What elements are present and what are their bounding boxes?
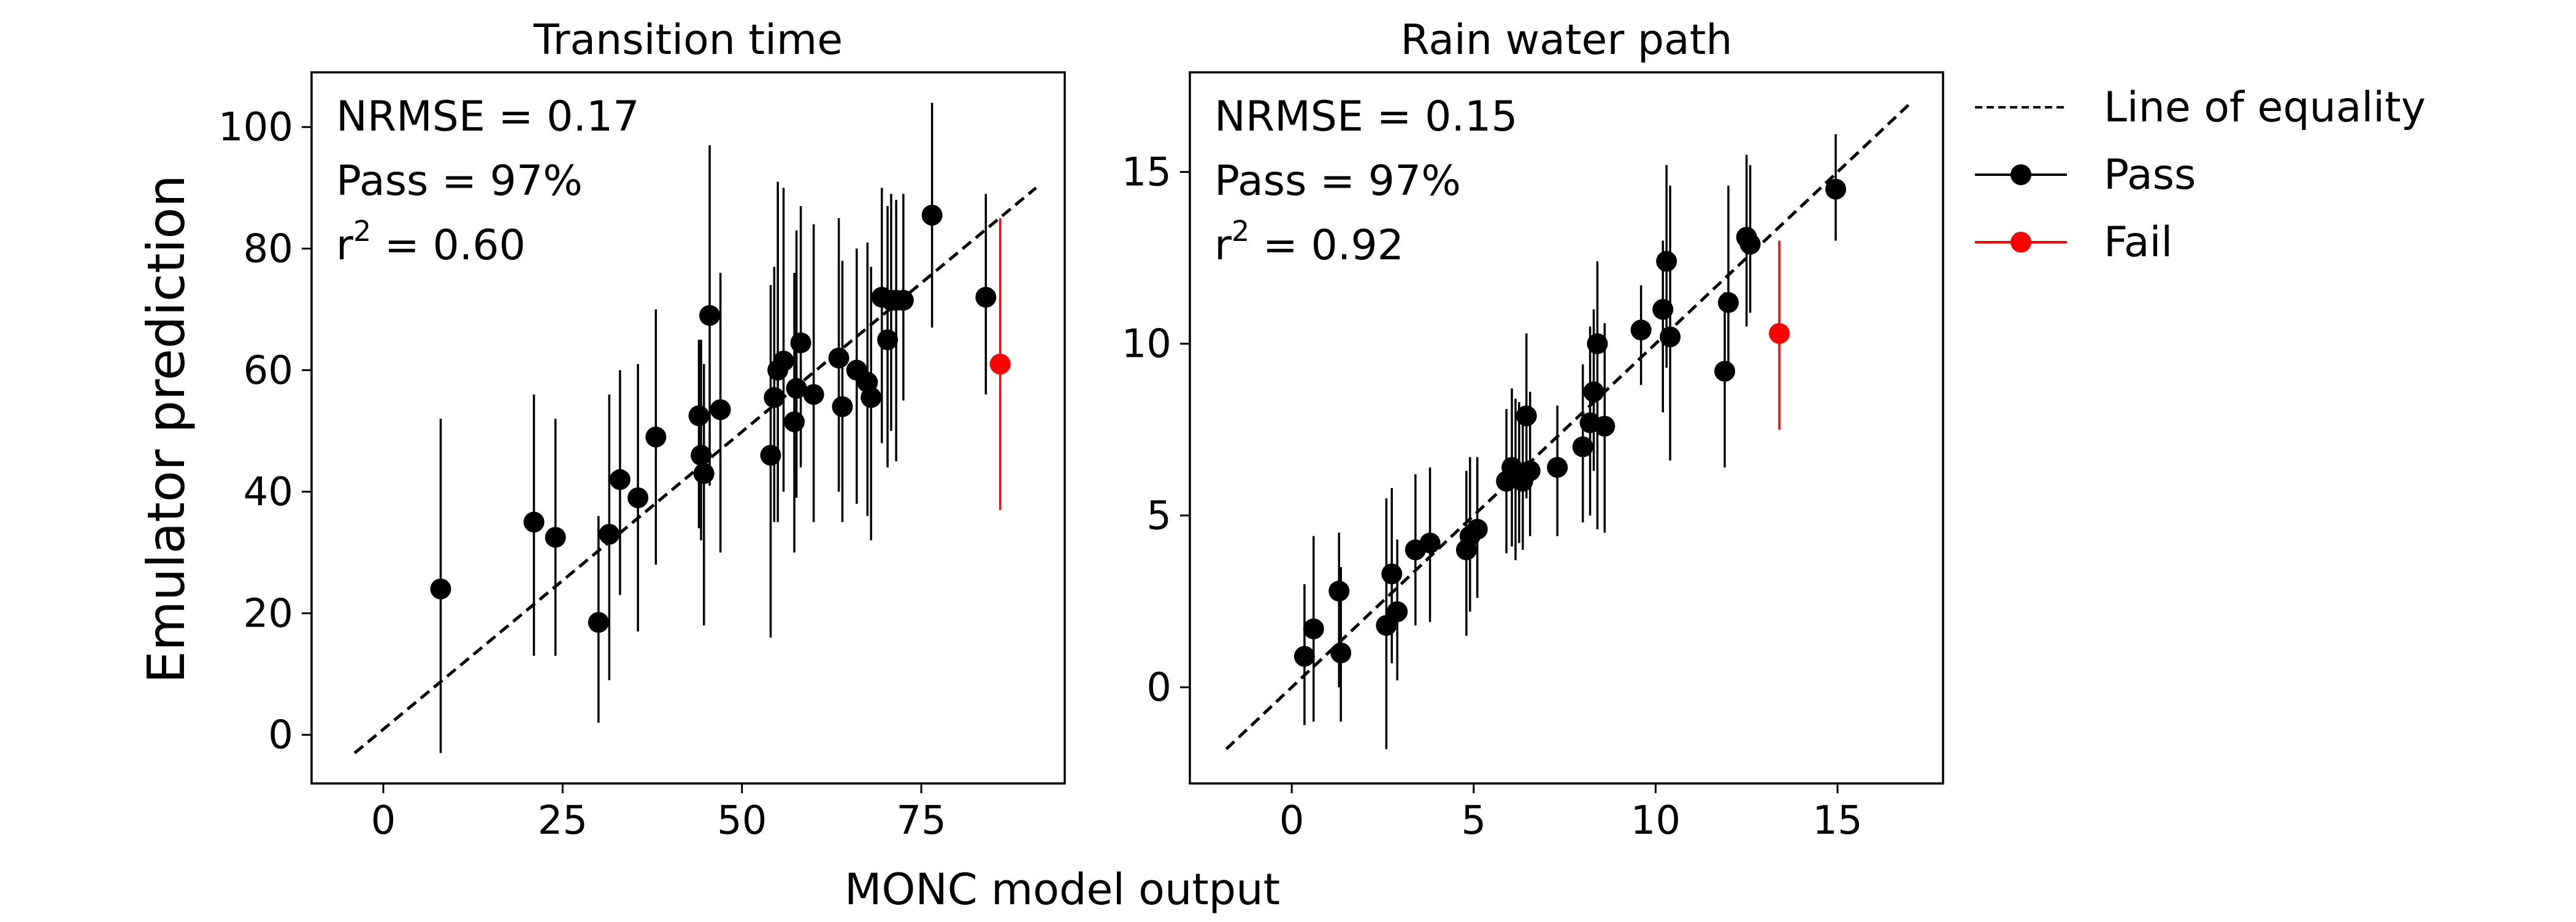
pass-point (599, 524, 620, 545)
pass-point (1594, 416, 1616, 437)
pass-point (861, 387, 882, 408)
x-axis-label: MONC model output (845, 864, 1280, 915)
panel-transition-time: Transition time 0 25 50 75 0 20 40 60 80 100 NRMSE … (218, 16, 1066, 844)
pass-rate-text: Pass = 97% (336, 157, 583, 205)
y-tick-label: 60 (243, 348, 293, 394)
pass-point (1572, 436, 1593, 457)
x-tick-label: 50 (717, 798, 767, 844)
fail-point (1769, 322, 1790, 344)
y-tick-label: 10 (1122, 322, 1171, 367)
pass-point (609, 469, 631, 490)
nrmse-text: NRMSE = 0.17 (336, 93, 640, 141)
pass-point (523, 511, 545, 533)
pass-point (921, 204, 943, 226)
pass-point (1419, 532, 1441, 554)
pass-point (1547, 457, 1568, 478)
pass-point (877, 329, 899, 351)
pass-point (828, 347, 849, 368)
pass-point (1303, 618, 1324, 639)
fail-point (989, 353, 1011, 375)
y-tick-label: 15 (1122, 150, 1171, 196)
pass-point (790, 332, 811, 354)
y-tick-label: 20 (243, 591, 293, 636)
pass-point (688, 405, 710, 427)
pass-point (1583, 381, 1604, 403)
pass-point (1328, 581, 1350, 602)
x-tick-label: 0 (371, 798, 396, 844)
pass-point (1294, 646, 1315, 667)
legend: Line of equality Pass Fail (1975, 83, 2426, 267)
panel-title: Transition time (533, 16, 843, 64)
y-tick-label: 100 (218, 105, 293, 150)
legend-equality-label: Line of equality (2104, 83, 2426, 132)
y-tick-label: 5 (1146, 493, 1171, 539)
pass-point (786, 378, 807, 399)
pass-point (1825, 178, 1846, 200)
panel-rain-water-path: Rain water path 0 5 10 15 0 5 10 15 NRMSE = 0.15 P… (1122, 16, 1944, 844)
plot-area (353, 102, 1037, 755)
pass-point (832, 396, 853, 417)
pass-point (1587, 333, 1608, 354)
pass-point (1516, 405, 1537, 427)
nrmse-text: NRMSE = 0.15 (1214, 93, 1518, 141)
pass-rate-text: Pass = 97% (1214, 157, 1461, 205)
pass-point (1381, 563, 1403, 585)
pass-point (627, 487, 649, 509)
pass-point (693, 463, 715, 484)
pass-point (1630, 319, 1652, 341)
pass-point (1519, 460, 1541, 482)
x-tick-label: 15 (1812, 798, 1862, 844)
pass-point (803, 384, 824, 405)
pass-point (760, 444, 781, 466)
pass-point (773, 350, 794, 371)
pass-point (710, 399, 731, 421)
legend-fail-label: Fail (2104, 218, 2172, 267)
pass-point (975, 286, 997, 308)
r-squared-text: r2 = 0.60 (336, 215, 526, 270)
x-tick-label: 10 (1631, 798, 1681, 844)
pass-point (430, 578, 451, 600)
pass-point (545, 527, 566, 548)
pass-point (1739, 234, 1761, 255)
pass-point (1656, 251, 1677, 272)
pass-point (1330, 642, 1352, 664)
pass-point (1714, 360, 1736, 382)
axes-frame (1189, 71, 1944, 785)
y-axis-label: Emulator prediction (136, 175, 196, 684)
y-tick-label: 0 (1146, 665, 1171, 711)
pass-point (1717, 292, 1739, 313)
pass-point (588, 612, 609, 633)
equality-line (353, 186, 1037, 755)
pass-point (1466, 519, 1488, 540)
pass-point (764, 387, 785, 408)
pass-point (1660, 326, 1681, 348)
pass-point (892, 289, 914, 311)
pass-point (1652, 299, 1674, 320)
legend-pass-label: Pass (2104, 151, 2196, 199)
panel-title: Rain water path (1401, 16, 1733, 64)
x-tick-label: 25 (538, 798, 588, 844)
axes-frame (310, 71, 1066, 785)
x-tick-label: 5 (1461, 798, 1486, 844)
r-squared-text: r2 = 0.92 (1214, 215, 1404, 270)
plot-area (1225, 102, 1912, 750)
y-tick-label: 0 (268, 713, 293, 758)
pass-point (784, 411, 805, 433)
y-tick-label: 40 (243, 470, 293, 515)
pass-point (699, 305, 721, 326)
pass-point (645, 426, 667, 448)
x-tick-label: 0 (1279, 798, 1305, 844)
pass-point (691, 444, 712, 466)
legend-pass-marker (2011, 164, 2031, 185)
pass-point (1387, 601, 1408, 622)
y-tick-label: 80 (243, 227, 293, 272)
legend-fail-marker (2011, 232, 2031, 253)
x-tick-label: 75 (896, 798, 946, 844)
